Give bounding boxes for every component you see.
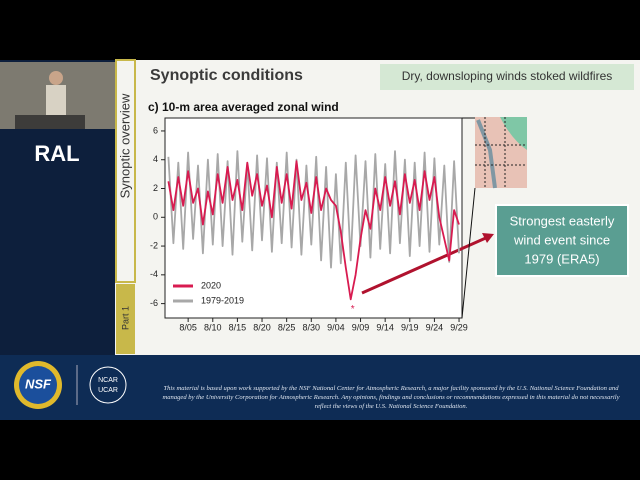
- arrow: [361, 235, 489, 295]
- nsf-label: NSF: [25, 376, 52, 391]
- x-tick-label: 9/04: [327, 322, 345, 332]
- map-inset: [475, 117, 527, 189]
- x-tick-label: 9/29: [450, 322, 468, 332]
- arrow-head: [482, 233, 494, 243]
- series-line: [167, 160, 460, 301]
- annotation: *: [351, 304, 355, 315]
- x-tick-label: 9/09: [352, 322, 370, 332]
- connector: [461, 187, 476, 319]
- part-tab: [116, 284, 135, 354]
- headline: Dry, downsloping winds stoked wildfires: [402, 69, 613, 83]
- slide-title: Synoptic conditions: [150, 67, 303, 84]
- callout-line: wind event since: [513, 232, 610, 247]
- x-tick-label: 8/05: [179, 322, 197, 332]
- x-tick-label: 8/20: [253, 322, 271, 332]
- x-tick-label: 8/10: [204, 322, 222, 332]
- y-tick-label: -2: [150, 240, 158, 250]
- podium: [15, 115, 85, 129]
- callout-line: Strongest easterly: [510, 213, 615, 228]
- x-tick-label: 9/19: [401, 322, 419, 332]
- headline-box: [380, 64, 634, 90]
- ncar-label: NCAR: [98, 377, 118, 384]
- speaker: [46, 85, 66, 115]
- part-tab-label: Part 1: [120, 306, 130, 330]
- callout-box: [495, 204, 629, 277]
- y-tick-label: 0: [153, 212, 158, 222]
- section-tab-label: Synoptic overview: [117, 93, 132, 198]
- y-tick-label: 2: [153, 183, 158, 193]
- section-tab: [115, 59, 136, 283]
- x-tick-label: 9/24: [426, 322, 444, 332]
- y-tick-label: 6: [153, 125, 158, 135]
- ncar-label: UCAR: [98, 387, 118, 394]
- y-tick-label: -6: [150, 298, 158, 308]
- x-tick-label: 8/25: [278, 322, 296, 332]
- nsf-logo: [19, 366, 57, 404]
- speaker: [49, 71, 63, 85]
- ncar-logo: [89, 366, 127, 404]
- callout-line: 1979 (ERA5): [524, 251, 599, 266]
- chart-title: c) 10-m area averaged zonal wind: [148, 100, 339, 114]
- y-tick-label: 4: [153, 154, 158, 164]
- x-tick-label: 8/15: [229, 322, 247, 332]
- legend-label: 1979-2019: [201, 295, 244, 305]
- disclaimer: This material is based upon work support…: [162, 385, 620, 410]
- org-label: RAL: [34, 141, 79, 166]
- footer: [0, 355, 640, 420]
- legend-label: 2020: [201, 280, 221, 290]
- x-tick-label: 9/14: [376, 322, 394, 332]
- x-tick-label: 8/30: [303, 322, 321, 332]
- y-tick-label: -4: [150, 269, 158, 279]
